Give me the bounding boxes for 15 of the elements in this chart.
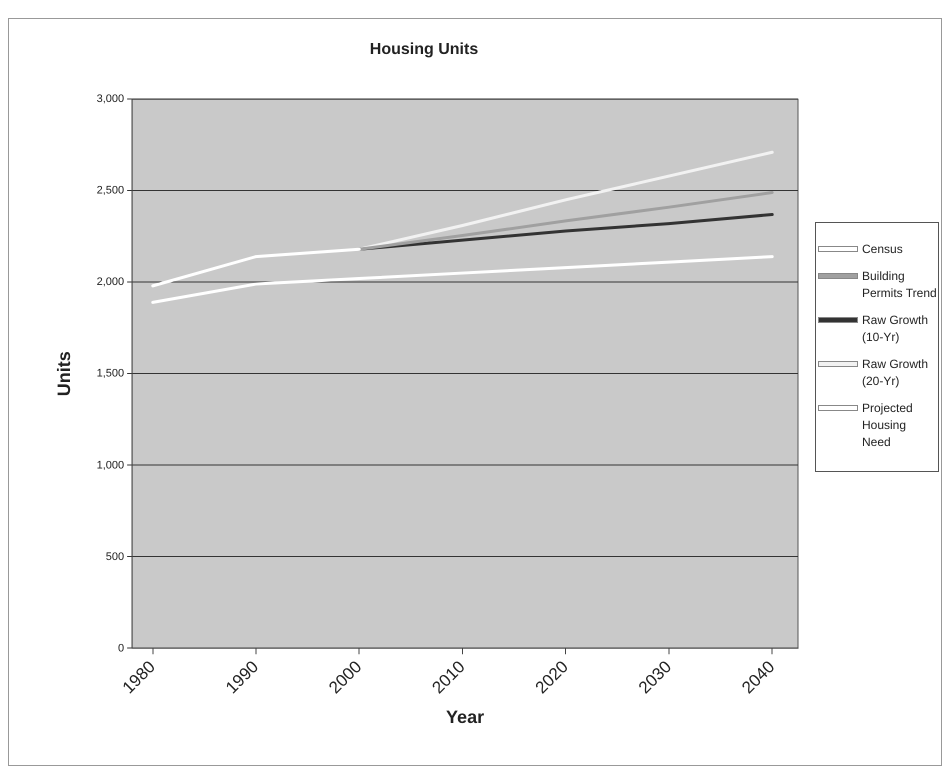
y-axis-title: Units [54, 351, 74, 396]
y-tick-label: 3,000 [96, 93, 124, 106]
chart-title: Housing Units [370, 41, 478, 58]
legend-label: Raw Growth (20-Yr) [862, 356, 930, 390]
y-tick-label: 500 [106, 550, 124, 563]
legend-label: Projected Housing Need [862, 400, 914, 451]
x-axis-title: Year [446, 707, 484, 728]
y-tick-label: 2,000 [96, 276, 124, 288]
legend-label: Building Permits Trend [862, 268, 938, 302]
y-tick-label: 2,500 [96, 184, 124, 197]
y-tick-label: 1,000 [96, 459, 124, 472]
y-tick-label: 0 [118, 642, 124, 654]
legend-label: Raw Growth (10-Yr) [862, 312, 930, 346]
y-tick-label: 1,500 [96, 368, 124, 380]
legend-label: Census [862, 241, 903, 258]
